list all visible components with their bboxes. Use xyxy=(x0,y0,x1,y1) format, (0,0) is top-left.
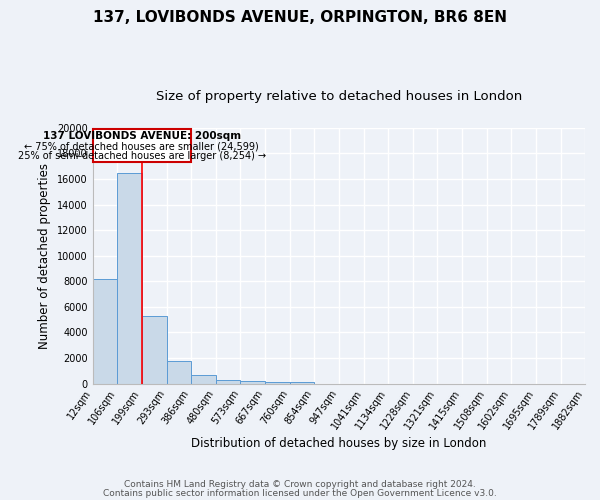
Bar xyxy=(142,316,167,384)
Bar xyxy=(265,382,290,384)
Bar xyxy=(118,172,142,384)
Bar xyxy=(167,360,191,384)
X-axis label: Distribution of detached houses by size in London: Distribution of detached houses by size … xyxy=(191,437,487,450)
Bar xyxy=(290,382,314,384)
Text: ← 75% of detached houses are smaller (24,599): ← 75% of detached houses are smaller (24… xyxy=(25,142,259,152)
Y-axis label: Number of detached properties: Number of detached properties xyxy=(38,162,52,348)
Text: 137 LOVIBONDS AVENUE: 200sqm: 137 LOVIBONDS AVENUE: 200sqm xyxy=(43,130,241,140)
Title: Size of property relative to detached houses in London: Size of property relative to detached ho… xyxy=(155,90,522,103)
Bar xyxy=(191,376,216,384)
Text: 25% of semi-detached houses are larger (8,254) →: 25% of semi-detached houses are larger (… xyxy=(18,150,266,160)
Bar xyxy=(240,381,265,384)
Bar xyxy=(92,278,118,384)
Text: Contains public sector information licensed under the Open Government Licence v3: Contains public sector information licen… xyxy=(103,488,497,498)
Text: 137, LOVIBONDS AVENUE, ORPINGTON, BR6 8EN: 137, LOVIBONDS AVENUE, ORPINGTON, BR6 8E… xyxy=(93,10,507,25)
Text: Contains HM Land Registry data © Crown copyright and database right 2024.: Contains HM Land Registry data © Crown c… xyxy=(124,480,476,489)
Bar xyxy=(216,380,240,384)
FancyBboxPatch shape xyxy=(92,129,191,162)
